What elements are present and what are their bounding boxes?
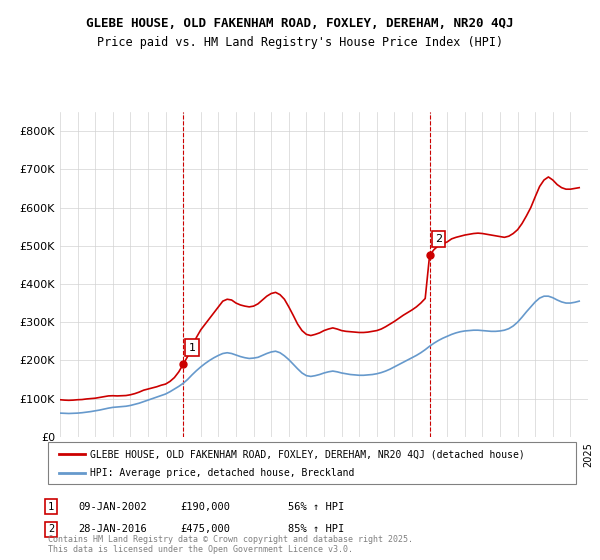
- Text: HPI: Average price, detached house, Breckland: HPI: Average price, detached house, Brec…: [90, 468, 355, 478]
- Text: 1: 1: [188, 343, 196, 353]
- Text: GLEBE HOUSE, OLD FAKENHAM ROAD, FOXLEY, DEREHAM, NR20 4QJ (detached house): GLEBE HOUSE, OLD FAKENHAM ROAD, FOXLEY, …: [90, 449, 525, 459]
- Text: £475,000: £475,000: [180, 524, 230, 534]
- Text: 2: 2: [435, 234, 442, 244]
- Text: 85% ↑ HPI: 85% ↑ HPI: [288, 524, 344, 534]
- Text: 28-JAN-2016: 28-JAN-2016: [78, 524, 147, 534]
- Text: 56% ↑ HPI: 56% ↑ HPI: [288, 502, 344, 512]
- FancyBboxPatch shape: [48, 442, 576, 484]
- Text: £190,000: £190,000: [180, 502, 230, 512]
- Text: 2: 2: [48, 524, 54, 534]
- Text: GLEBE HOUSE, OLD FAKENHAM ROAD, FOXLEY, DEREHAM, NR20 4QJ: GLEBE HOUSE, OLD FAKENHAM ROAD, FOXLEY, …: [86, 17, 514, 30]
- Text: Price paid vs. HM Land Registry's House Price Index (HPI): Price paid vs. HM Land Registry's House …: [97, 36, 503, 49]
- Text: Contains HM Land Registry data © Crown copyright and database right 2025.
This d: Contains HM Land Registry data © Crown c…: [48, 535, 413, 554]
- Text: 1: 1: [48, 502, 54, 512]
- Text: 09-JAN-2002: 09-JAN-2002: [78, 502, 147, 512]
